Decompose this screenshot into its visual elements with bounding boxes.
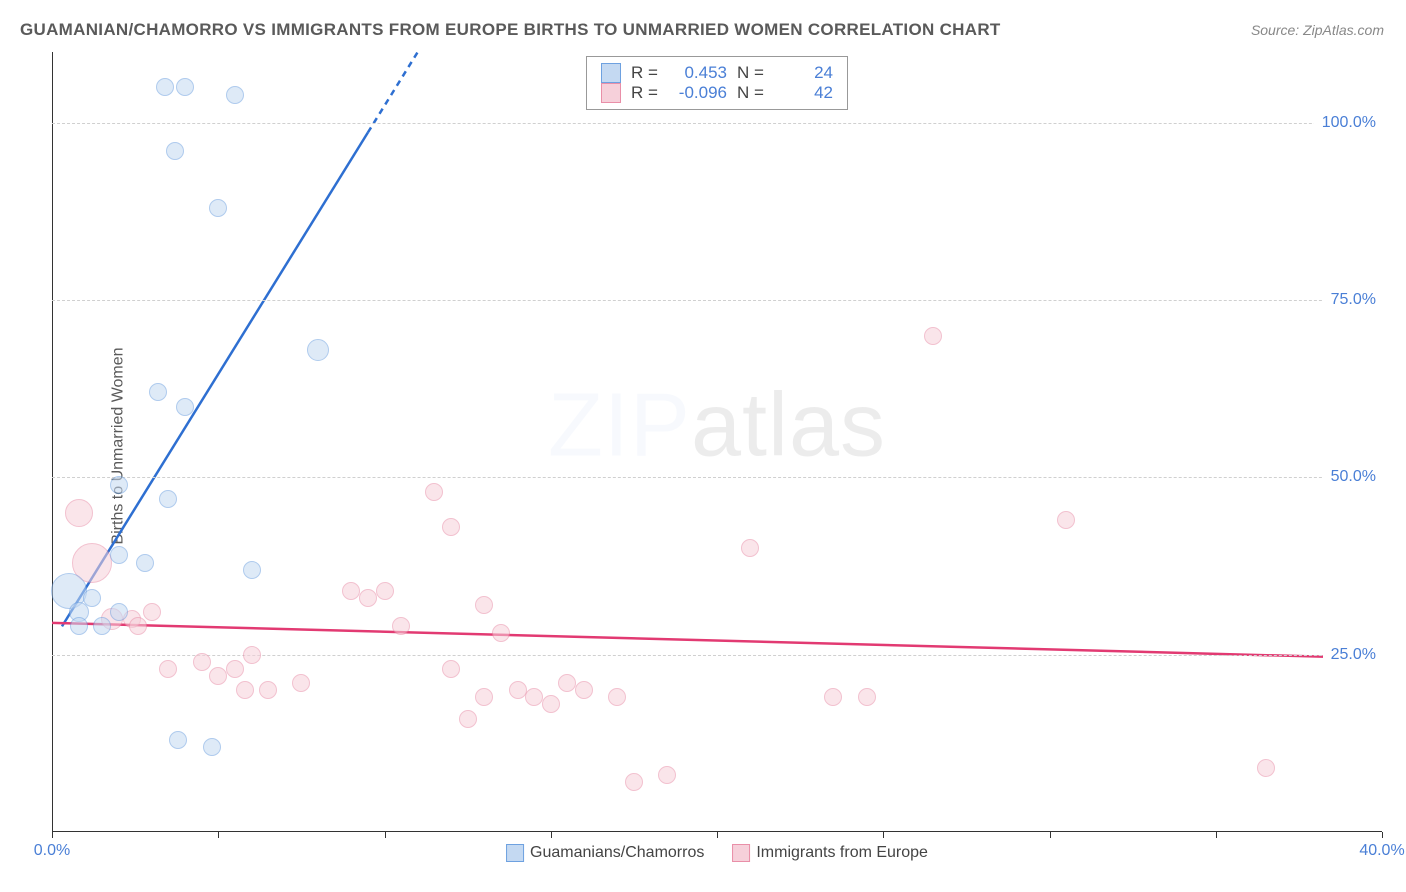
watermark: ZIPatlas xyxy=(548,375,886,478)
pink-dot xyxy=(359,589,377,607)
legend-bottom: Guamanians/Chamorros Immigrants from Euro… xyxy=(506,844,928,862)
pink-dot xyxy=(475,688,493,706)
y-tick-label: 75.0% xyxy=(1323,291,1384,309)
blue-dot xyxy=(159,490,177,508)
legend-label: Guamanians/Chamorros xyxy=(530,844,704,861)
y-axis xyxy=(52,52,53,832)
pink-dot xyxy=(558,674,576,692)
pink-dot xyxy=(65,499,93,527)
x-tick-mark xyxy=(1050,832,1051,838)
swatch-pink xyxy=(732,844,750,862)
x-tick-mark xyxy=(218,832,219,838)
blue-dot xyxy=(156,78,174,96)
pink-dot xyxy=(542,695,560,713)
legend-label: Immigrants from Europe xyxy=(756,844,928,861)
plot-region: ZIPatlas 25.0%50.0%75.0%100.0%0.0%40.0% xyxy=(52,52,1382,832)
x-tick-mark xyxy=(1382,832,1383,838)
pink-dot xyxy=(376,582,394,600)
pink-dot xyxy=(459,710,477,728)
pink-dot xyxy=(259,681,277,699)
source-label: Source: ZipAtlas.com xyxy=(1251,22,1384,38)
blue-dot xyxy=(110,476,128,494)
pink-dot xyxy=(509,681,527,699)
blue-dot xyxy=(70,617,88,635)
pink-dot xyxy=(129,617,147,635)
pink-dot xyxy=(193,653,211,671)
gridline xyxy=(52,477,1382,478)
blue-dot xyxy=(93,617,111,635)
x-tick-mark xyxy=(717,832,718,838)
pink-dot xyxy=(658,766,676,784)
swatch-pink xyxy=(601,83,621,103)
blue-dot xyxy=(136,554,154,572)
pink-dot xyxy=(226,660,244,678)
x-tick-mark xyxy=(385,832,386,838)
pink-dot xyxy=(342,582,360,600)
chart-title: GUAMANIAN/CHAMORRO VS IMMIGRANTS FROM EU… xyxy=(20,20,1001,40)
pink-dot xyxy=(209,667,227,685)
blue-dot xyxy=(226,86,244,104)
blue-dot xyxy=(176,398,194,416)
pink-dot xyxy=(392,617,410,635)
blue-dot xyxy=(149,383,167,401)
pink-dot xyxy=(575,681,593,699)
pink-dot xyxy=(525,688,543,706)
blue-dot xyxy=(166,142,184,160)
pink-dot xyxy=(858,688,876,706)
pink-dot xyxy=(442,518,460,536)
stats-legend-box: R =0.453N =24R =-0.096N =42 xyxy=(586,56,848,110)
blue-dot xyxy=(209,199,227,217)
gridline xyxy=(52,300,1382,301)
x-tick-mark xyxy=(52,832,53,838)
pink-dot xyxy=(1257,759,1275,777)
x-tick-mark xyxy=(1216,832,1217,838)
pink-dot xyxy=(425,483,443,501)
pink-dot xyxy=(292,674,310,692)
legend-item-blue: Guamanians/Chamorros xyxy=(506,844,704,862)
pink-dot xyxy=(924,327,942,345)
pink-dot xyxy=(492,624,510,642)
pink-dot xyxy=(475,596,493,614)
y-tick-label: 100.0% xyxy=(1314,114,1384,132)
blue-dot xyxy=(169,731,187,749)
pink-dot xyxy=(1057,511,1075,529)
blue-dot xyxy=(203,738,221,756)
x-tick-mark xyxy=(551,832,552,838)
pink-dot xyxy=(741,539,759,557)
x-tick-label: 40.0% xyxy=(1359,842,1404,860)
pink-dot xyxy=(236,681,254,699)
chart-area: ZIPatlas 25.0%50.0%75.0%100.0%0.0%40.0% … xyxy=(52,52,1382,832)
pink-dot xyxy=(243,646,261,664)
pink-dot xyxy=(608,688,626,706)
stats-row-pink: R =-0.096N =42 xyxy=(601,83,833,103)
x-tick-label: 0.0% xyxy=(34,842,70,860)
blue-dot xyxy=(243,561,261,579)
swatch-blue xyxy=(601,63,621,83)
pink-dot xyxy=(442,660,460,678)
x-tick-mark xyxy=(883,832,884,838)
pink-dot xyxy=(159,660,177,678)
blue-dot xyxy=(307,339,329,361)
pink-dot xyxy=(824,688,842,706)
trendlines xyxy=(52,52,1382,832)
swatch-blue xyxy=(506,844,524,862)
legend-item-pink: Immigrants from Europe xyxy=(732,844,928,862)
pink-dot xyxy=(143,603,161,621)
blue-dot xyxy=(176,78,194,96)
y-tick-label: 25.0% xyxy=(1323,646,1384,664)
stats-row-blue: R =0.453N =24 xyxy=(601,63,833,83)
gridline xyxy=(52,123,1382,124)
blue-dot xyxy=(110,546,128,564)
pink-dot xyxy=(625,773,643,791)
y-tick-label: 50.0% xyxy=(1323,468,1384,486)
blue-dot xyxy=(110,603,128,621)
